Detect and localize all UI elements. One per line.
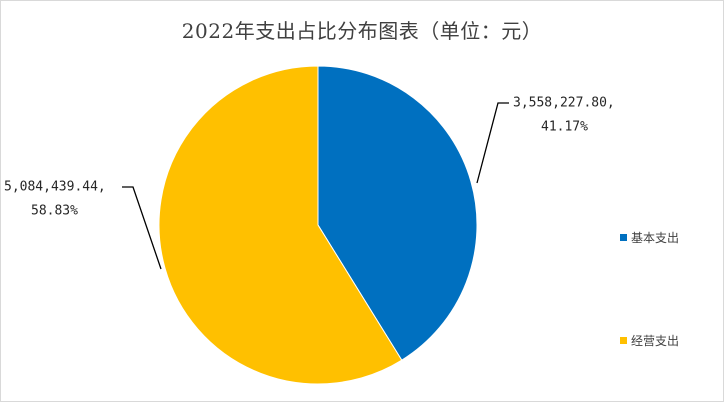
leader-line-0 <box>476 102 509 184</box>
leader-line-1 <box>122 186 162 270</box>
pie-slice-0 <box>317 65 478 361</box>
legend-item-basic-expense: 基本支出 <box>620 229 679 246</box>
legend-swatch <box>620 234 627 241</box>
legend-swatch <box>620 337 627 344</box>
data-label-value-0: 3,558,227.80, <box>513 96 615 111</box>
data-label-value-1: 5,084,439.44, <box>4 180 106 195</box>
legend-label: 基本支出 <box>631 231 680 245</box>
data-label-percent-0: 41.17% <box>541 120 588 135</box>
pie-slice-1 <box>158 65 403 385</box>
data-label-percent-1: 58.83% <box>31 204 78 219</box>
legend-item-operating-expense: 经营支出 <box>620 332 679 349</box>
chart-title: 2022年支出占比分布图表（单位：元） <box>181 19 543 43</box>
legend-label: 经营支出 <box>631 334 680 348</box>
